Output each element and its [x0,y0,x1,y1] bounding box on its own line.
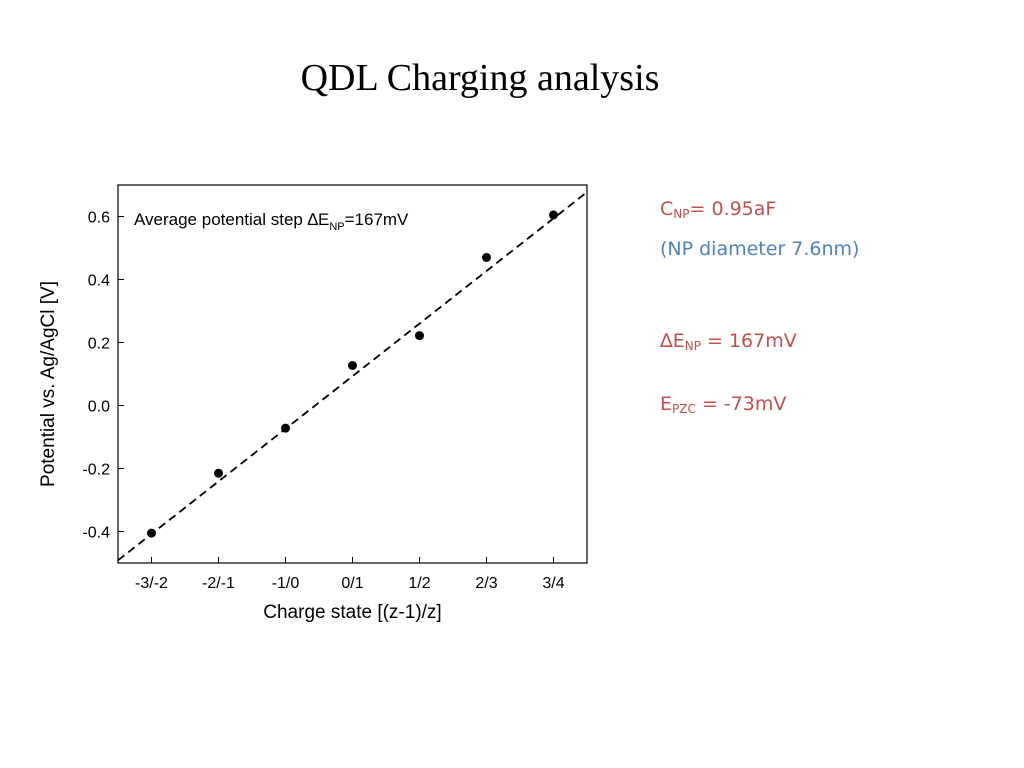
plot-frame [117,184,588,564]
fit-line [118,191,587,562]
chart: -0.4 -0.2 0.0 0.2 0.4 0.6 -3/-2 -2/-1 -1/0 0/1 1/2… [38,184,588,623]
plot-area: -0.4 -0.2 0.0 0.2 0.4 0.6 -3/-2 -2/-1 -1/0 0/1 1/2… [38,184,588,623]
slide-title: QDL Charging analysis [300,57,660,99]
data-point [214,468,223,478]
y-axis-title: Potential vs. Ag/AgCl [V] [38,281,59,487]
x-tick-label: -1/0 [272,575,300,592]
x-tick-label: 1/2 [408,575,430,592]
plot-annotation-value: =167mV [345,210,409,229]
data-point [147,528,156,538]
x-tick-label: -2/-1 [202,575,235,592]
x-axis-title: Charge state [(z-1)/z] [263,602,441,623]
y-tick-label: 0.0 [88,399,110,416]
diameter-annotation: (NP diameter 7.6nm) [660,238,860,260]
plot-annotation: Average potential step ∆ENP=167mV [134,210,409,233]
x-tick-label: -3/-2 [135,575,168,592]
plot-annotation-main: Average potential step ∆E [134,210,329,229]
y-tick-label: 0.6 [88,210,110,227]
x-tick-label: 3/4 [542,575,564,592]
plot-annotation-sub: NP [329,221,344,233]
data-point [281,423,290,433]
x-tick-label: 2/3 [475,575,497,592]
data-point [549,210,558,220]
capacitance-annotation: CNP= 0.95aF [660,198,777,221]
y-tick-label: 0.4 [88,273,110,290]
data-point [415,331,424,341]
x-tick-label: 0/1 [341,575,363,592]
pzc-annotation: EPZC = -73mV [660,393,787,416]
data-point [482,252,491,262]
data-point [348,360,357,370]
y-tick-label: 0.2 [88,336,110,353]
potential-step-annotation: ∆ENP = 167mV [660,330,797,353]
y-tick-label: -0.4 [82,525,110,542]
y-tick-label: -0.2 [82,462,110,479]
